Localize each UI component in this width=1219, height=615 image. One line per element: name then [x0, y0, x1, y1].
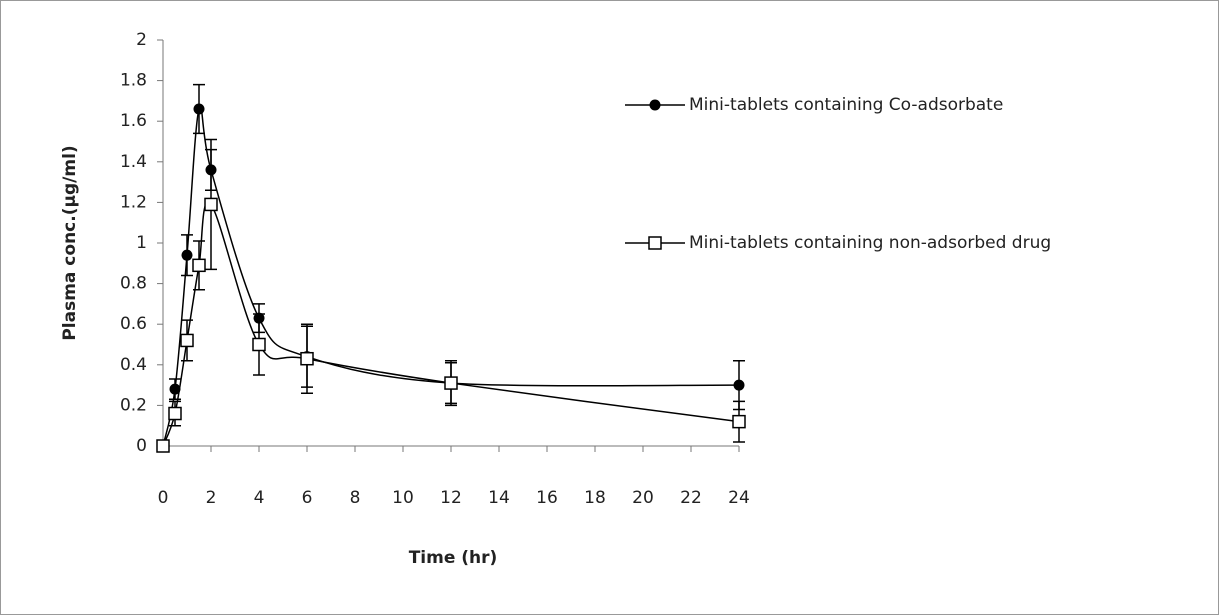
y-tick-label: 0.2	[120, 395, 147, 415]
marker	[168, 406, 182, 421]
marker	[156, 439, 170, 453]
x-tick-label: 6	[302, 488, 313, 508]
marker	[252, 337, 266, 352]
marker	[444, 376, 458, 390]
marker	[300, 351, 314, 366]
x-tick-label: 18	[584, 488, 606, 508]
y-tick-label: 0.6	[120, 314, 147, 334]
x-tick-label: 0	[158, 488, 169, 508]
x-tick-label: 8	[350, 488, 361, 508]
x-tick-label: 2	[206, 488, 217, 508]
x-tick-label: 24	[728, 488, 750, 508]
legend-marker	[649, 99, 661, 111]
marker	[733, 379, 745, 391]
marker	[169, 383, 181, 395]
y-tick-label: 1.4	[120, 152, 147, 172]
x-tick-label: 16	[536, 488, 558, 508]
x-tick-label: 20	[632, 488, 654, 508]
marker	[181, 249, 193, 261]
marker	[205, 164, 217, 176]
y-tick-label: 2	[136, 30, 147, 50]
y-tick-label: 1.8	[120, 71, 147, 91]
x-tick-label: 12	[440, 488, 462, 508]
marker	[253, 312, 265, 324]
y-tick-label: 1.6	[120, 111, 147, 131]
x-tick-label: 22	[680, 488, 702, 508]
y-axis-label: Plasma conc.(µg/ml)	[60, 145, 80, 340]
y-tick-label: 1	[136, 233, 147, 253]
legend-marker	[648, 236, 662, 250]
y-tick-label: 0	[136, 436, 147, 456]
legend-label: Mini-tablets containing non-adsorbed dru…	[689, 233, 1051, 253]
y-tick-label: 0.8	[120, 274, 147, 294]
marker	[180, 333, 194, 348]
marker	[193, 103, 205, 115]
marker	[192, 258, 206, 273]
marker	[204, 197, 218, 212]
marker	[732, 414, 746, 429]
x-tick-label: 10	[392, 488, 414, 508]
y-tick-label: 1.2	[120, 192, 147, 212]
legend-label: Mini-tablets containing Co-adsorbate	[689, 95, 1003, 115]
x-tick-label: 4	[254, 488, 265, 508]
x-tick-label: 14	[488, 488, 510, 508]
series-line	[162, 201, 740, 447]
y-tick-label: 0.4	[120, 355, 147, 375]
x-axis-label: Time (hr)	[409, 548, 498, 568]
